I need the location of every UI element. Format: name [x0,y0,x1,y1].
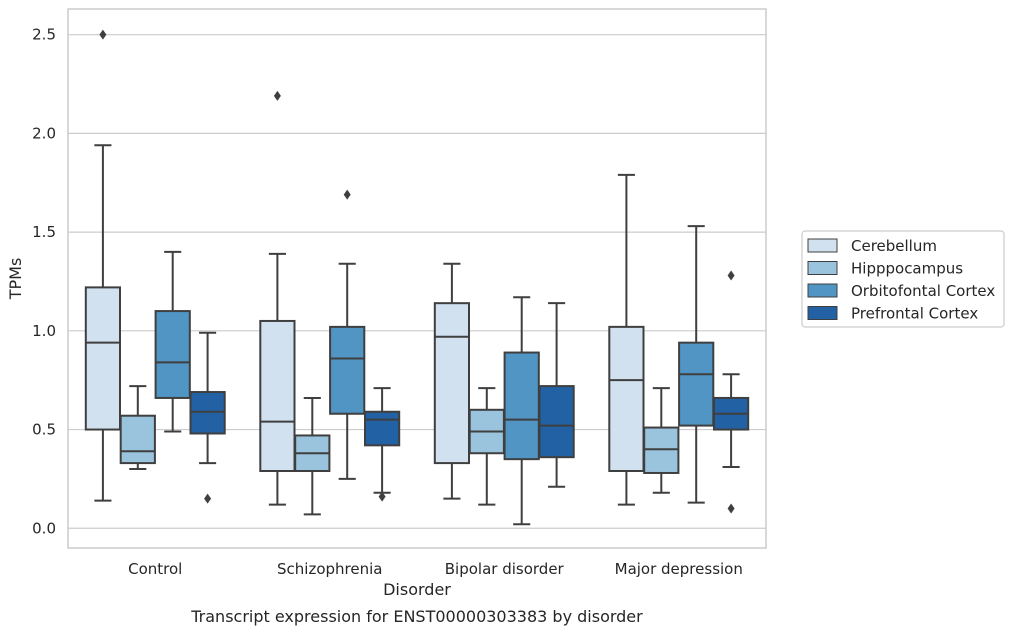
box-schizophrenia-cerebellum [259,90,296,506]
box-iqr [84,286,122,431]
legend-label: Orbitofontal Cortex [851,282,995,300]
outlier-marker [727,503,735,514]
box-iqr [433,302,471,465]
y-tick-label: 1.5 [32,223,56,241]
y-axis-ticks: 0.0 0.5 1.0 1.5 2.0 2.5 [32,26,56,538]
box-control-prefrontal-cortex [189,331,226,504]
box-iqr [503,351,540,461]
box-control-orbitofontal-cortex [154,250,191,433]
box-iqr [678,341,715,427]
y-tick-label: 2.5 [32,26,56,44]
box-iqr [259,319,296,473]
box-iqr [154,310,191,399]
legend: Cerebellum Hipppocampus Orbitofontal Corte… [801,230,1005,328]
x-axis-ticks: Control Schizophrenia Bipolar disorder Majo… [128,560,743,578]
box-control-hipppocampus [119,385,156,471]
y-tick-label: 2.0 [32,124,56,142]
y-axis-title: TPMs [6,258,25,301]
box-iqr [608,325,645,472]
outlier-marker [378,491,386,502]
legend-swatch [807,306,838,320]
x-tick-label: Control [128,560,182,578]
box-control-cerebellum [84,29,122,502]
outlier-marker [727,270,735,281]
x-tick-label: Major depression [615,560,743,578]
legend-swatch [807,261,838,275]
legend-label: Hipppocampus [851,260,963,278]
legend-label: Cerebellum [851,237,937,255]
box-bipolar-disorder-hipppocampus [468,387,505,506]
outlier-marker [204,493,212,504]
boxes-layer [84,29,750,526]
x-tick-label: Bipolar disorder [445,560,565,578]
outlier-marker [99,29,107,40]
box-major-depression-hipppocampus [643,387,680,494]
outlier-marker [343,189,351,200]
legend-swatch [807,283,838,298]
x-axis-title: Disorder [383,580,451,599]
box-bipolar-disorder-prefrontal-cortex [538,302,575,488]
outlier-marker [273,90,281,101]
y-tick-label: 0.5 [32,421,56,439]
legend-frame [801,230,1005,328]
box-bipolar-disorder-cerebellum [433,262,471,500]
box-major-depression-prefrontal-cortex [712,270,750,514]
box-iqr [363,410,401,447]
box-major-depression-cerebellum [608,173,645,506]
y-tick-label: 0.0 [32,519,56,537]
box-schizophrenia-orbitofontal-cortex [329,189,366,480]
box-iqr [329,325,366,415]
box-iqr [119,414,156,465]
box-schizophrenia-hipppocampus [294,396,331,516]
box-bipolar-disorder-orbitofontal-cortex [503,296,540,526]
box-schizophrenia-prefrontal-cortex [363,387,401,502]
box-major-depression-orbitofontal-cortex [678,225,715,504]
x-tick-label: Schizophrenia [277,560,382,578]
legend-swatch [807,238,838,253]
y-tick-label: 1.0 [32,322,56,340]
chart-caption: Transcript expression for ENST0000030338… [190,607,643,626]
legend-label: Prefrontal Cortex [851,305,978,323]
plot-area [67,8,767,549]
box-iqr [538,385,575,459]
